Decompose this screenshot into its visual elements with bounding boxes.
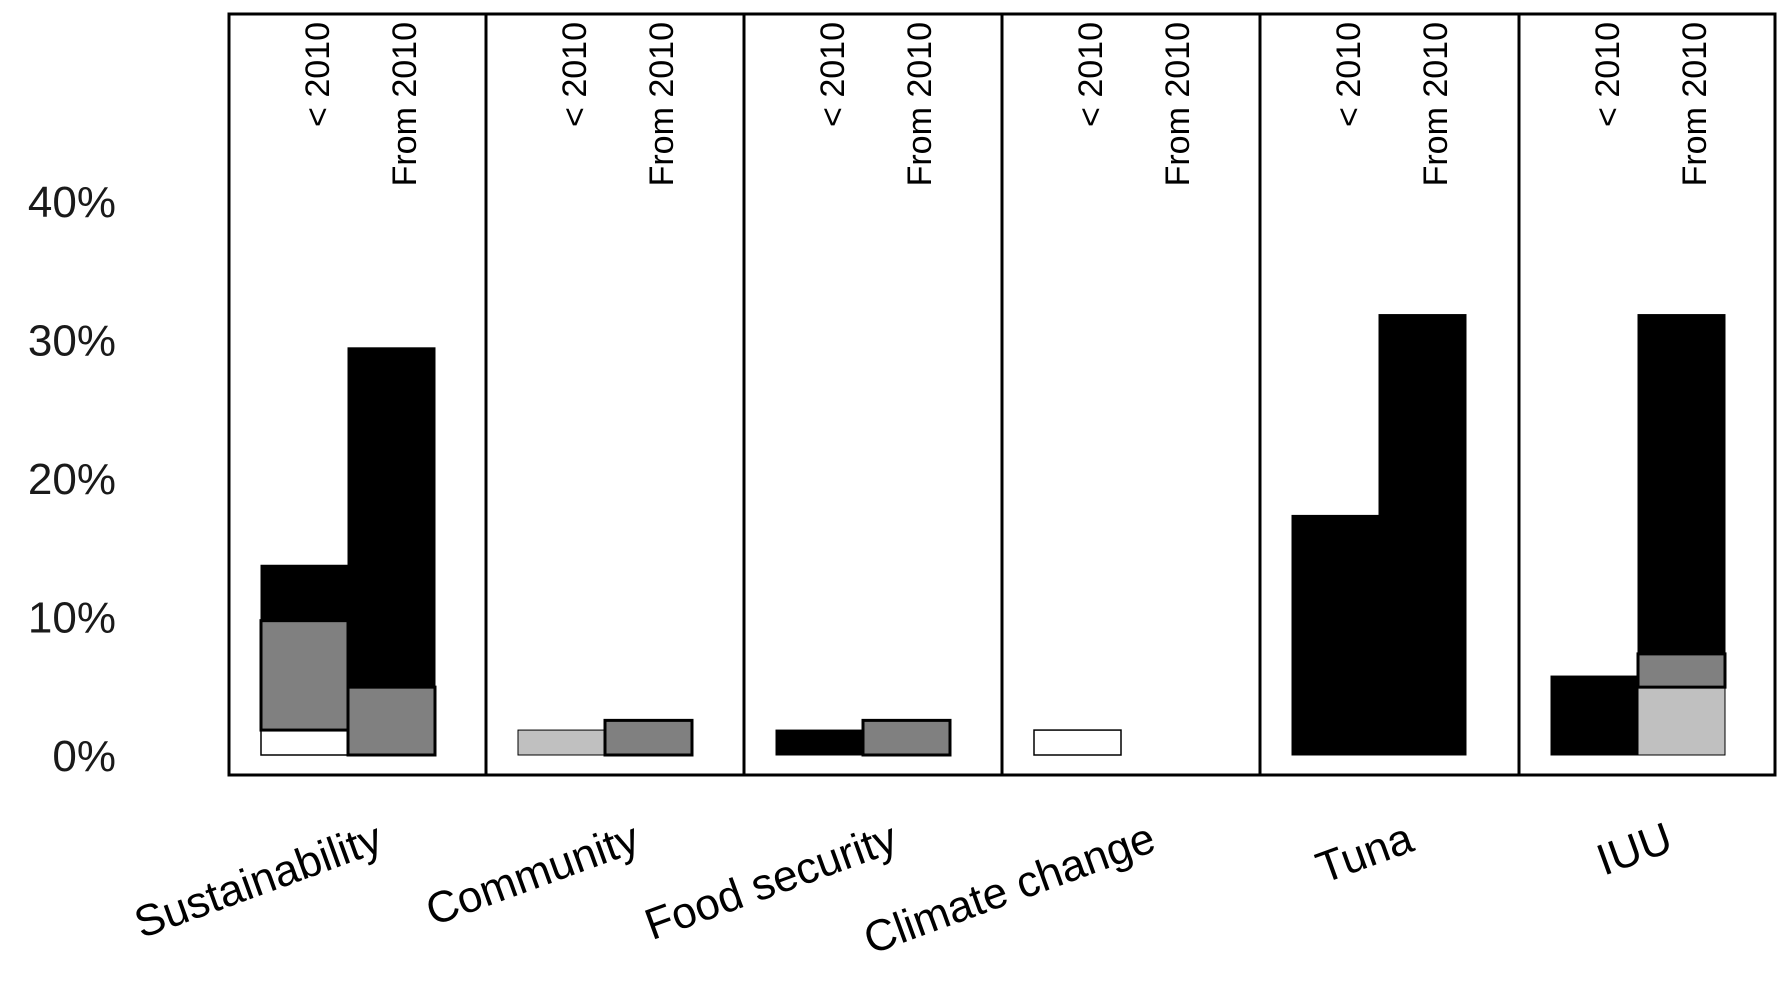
period-label: < 2010 bbox=[1330, 22, 1368, 127]
bar-segment-black bbox=[1291, 514, 1380, 756]
bar-segment-light-grey bbox=[1637, 686, 1726, 756]
y-tick-label: 20% bbox=[28, 455, 116, 504]
period-label: < 2010 bbox=[556, 22, 594, 127]
period-label: From 2010 bbox=[386, 22, 424, 186]
y-axis-ticks: 0% 10% 20% 30% 40% bbox=[28, 178, 116, 781]
bar-segment-dark-grey bbox=[1636, 652, 1727, 689]
bar-segment-dark-grey bbox=[259, 619, 350, 732]
category-label: Sustainability bbox=[128, 813, 388, 948]
y-tick-label: 10% bbox=[28, 594, 116, 643]
y-tick-label: 30% bbox=[28, 317, 116, 366]
period-label: From 2010 bbox=[1676, 22, 1714, 186]
period-label: From 2010 bbox=[643, 22, 681, 186]
bar-segment-black bbox=[1637, 314, 1726, 655]
period-label: From 2010 bbox=[1159, 22, 1197, 186]
bar-segment-white bbox=[1033, 729, 1122, 756]
category-label: Community bbox=[420, 813, 646, 935]
bar-segment-white bbox=[260, 729, 349, 756]
panel-frames bbox=[227, 12, 1777, 777]
bar-segment-black bbox=[260, 564, 349, 622]
period-label: < 2010 bbox=[299, 22, 337, 127]
period-label: < 2010 bbox=[814, 22, 852, 127]
period-label: < 2010 bbox=[1589, 22, 1627, 127]
period-label: From 2010 bbox=[1417, 22, 1455, 186]
bar-segment-dark-grey bbox=[861, 718, 952, 757]
period-labels: < 2010 From 2010 < 2010 From 2010 < 2010 From… bbox=[299, 22, 1714, 186]
category-label: Tuna bbox=[1310, 813, 1420, 893]
y-tick-label: 40% bbox=[28, 178, 116, 227]
bar-segment-black bbox=[775, 729, 864, 756]
period-label: < 2010 bbox=[1072, 22, 1110, 127]
bar-segment-black bbox=[1378, 314, 1467, 756]
y-tick-label: 0% bbox=[52, 732, 116, 781]
bar-segment-dark-grey bbox=[346, 685, 437, 757]
category-label: Climate change bbox=[857, 813, 1161, 964]
bar-segment-light-grey bbox=[517, 729, 606, 756]
period-label: From 2010 bbox=[901, 22, 939, 186]
bars-layer bbox=[259, 314, 1727, 757]
bar-segment-black bbox=[347, 347, 436, 688]
bar-segment-black bbox=[1550, 675, 1639, 756]
category-label: IUU bbox=[1590, 813, 1678, 885]
bar-segment-dark-grey bbox=[603, 718, 694, 757]
